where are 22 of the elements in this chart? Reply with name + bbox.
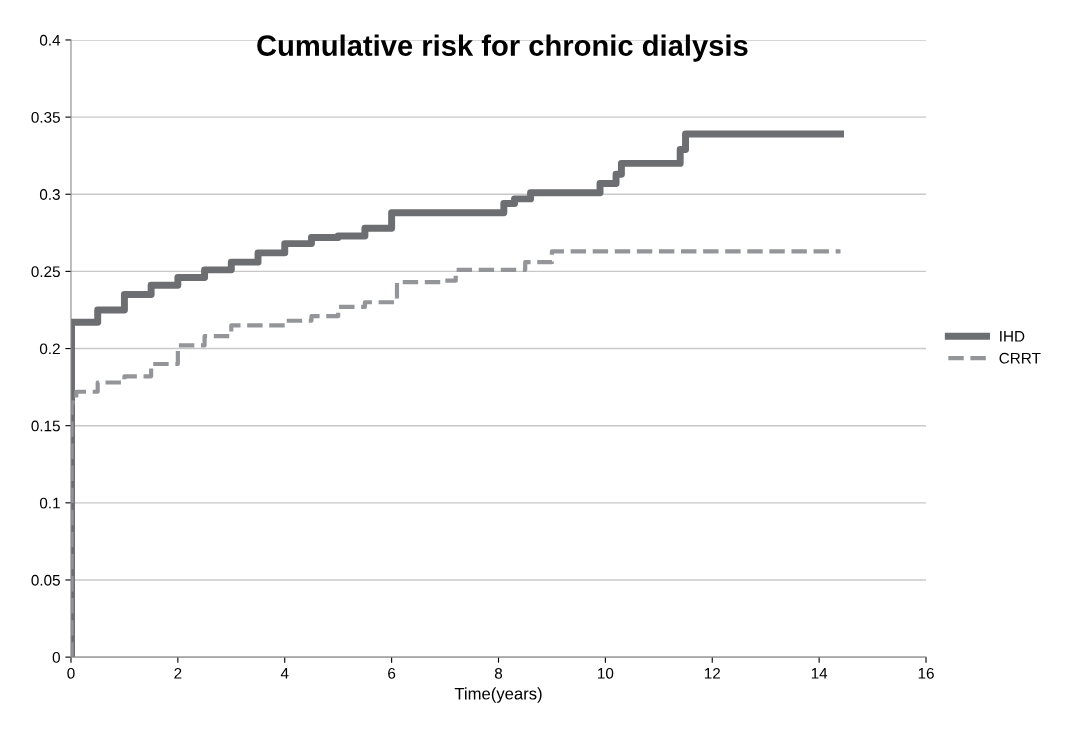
y-tick-label: 0.05 bbox=[31, 574, 60, 586]
x-tick-label: 8 bbox=[494, 667, 503, 679]
y-tick-label: 0 bbox=[52, 651, 60, 663]
x-tick-label: 10 bbox=[598, 667, 614, 679]
x-tick-label: 0 bbox=[67, 667, 75, 679]
y-tick-label: 0.25 bbox=[31, 266, 60, 278]
x-tick-label: 12 bbox=[704, 667, 720, 679]
x-tick-label: 14 bbox=[811, 668, 828, 679]
x-tick-label: 4 bbox=[280, 668, 289, 679]
y-tick-label: 0.2 bbox=[39, 343, 60, 355]
y-tick-label: 0.1 bbox=[39, 497, 60, 509]
x-tick-label: 2 bbox=[174, 667, 182, 679]
x-tick-label: 16 bbox=[918, 667, 934, 679]
legend-label: CRRT bbox=[999, 352, 1041, 364]
y-tick-label: 0.35 bbox=[31, 111, 60, 123]
x-axis-title: Time(years) bbox=[454, 687, 542, 703]
y-tick-label: 0.3 bbox=[39, 189, 60, 200]
x-tick-label: 6 bbox=[388, 667, 396, 679]
y-tick-label: 0.4 bbox=[39, 34, 61, 46]
legend-label: IHD bbox=[1000, 331, 1025, 342]
chart-title: Cumulative risk for chronic dialysis bbox=[257, 34, 748, 62]
y-tick-label: 0.15 bbox=[31, 420, 60, 432]
